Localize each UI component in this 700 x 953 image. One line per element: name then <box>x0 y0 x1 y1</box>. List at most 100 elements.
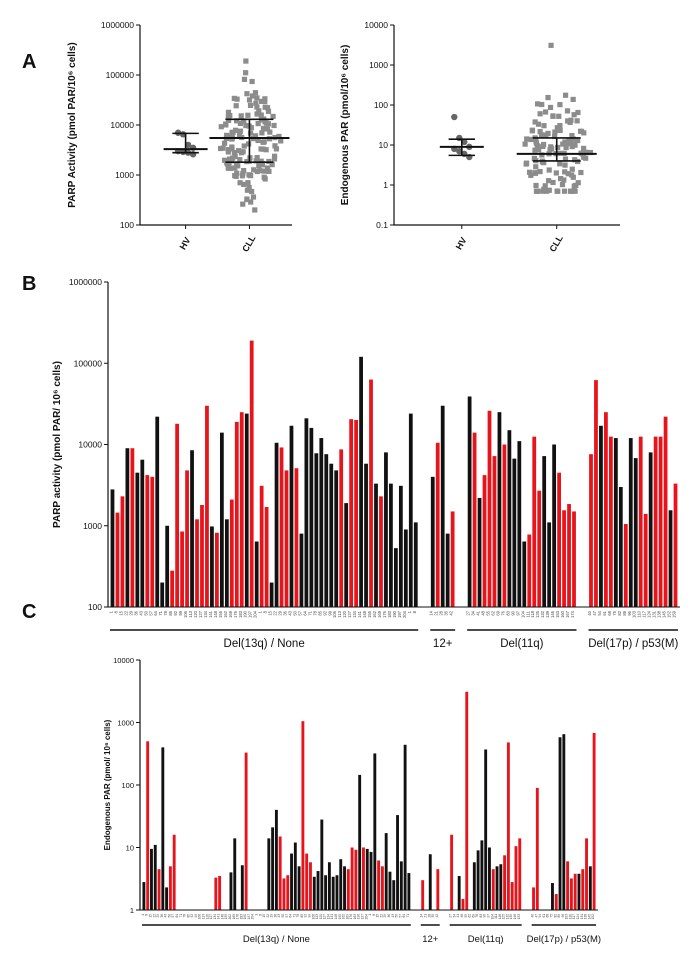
x-tick-label: 89 <box>557 914 561 918</box>
bar <box>150 848 153 910</box>
x-tick-label: 92 <box>173 610 178 615</box>
cll-point <box>534 101 541 107</box>
cll-point <box>225 109 232 115</box>
cll-point <box>262 126 268 132</box>
cll-point <box>569 133 575 139</box>
x-tick-label: 68 <box>546 914 550 918</box>
cll-point <box>531 155 538 161</box>
bar <box>430 476 435 607</box>
x-tick-label: 36 <box>283 610 288 615</box>
x-tick-label: 29 <box>278 610 283 615</box>
bar <box>608 436 613 607</box>
bar <box>264 507 269 607</box>
bar <box>503 855 507 910</box>
cll-point <box>567 140 574 146</box>
x-tick-label: 141 <box>330 914 334 920</box>
x-tick-label: 99 <box>194 914 198 918</box>
x-tick-label: 57 <box>171 914 175 918</box>
bar <box>354 420 359 607</box>
cll-point <box>571 112 577 118</box>
x-tick-label: 111 <box>494 914 498 919</box>
bar <box>566 861 570 910</box>
x-tick-label: 50 <box>292 610 297 615</box>
x-tick-label: 28 <box>427 914 431 918</box>
x-tick-label: 29 <box>128 610 133 615</box>
cll-point <box>542 183 548 189</box>
cll-point <box>569 172 575 178</box>
bar <box>309 427 314 607</box>
bar <box>146 741 150 910</box>
x-tick-label: HV <box>178 236 193 252</box>
cll-point <box>546 178 552 184</box>
bar <box>472 862 476 910</box>
x-tick-label: 106 <box>311 914 315 920</box>
x-tick-label: 8 <box>113 610 118 613</box>
cll-point <box>546 187 552 193</box>
x-tick-label: 82 <box>617 610 622 615</box>
cll-point <box>535 144 541 150</box>
group-label: Del(11q) <box>468 934 504 945</box>
bar <box>506 742 510 910</box>
x-tick-label: 125 <box>502 914 506 920</box>
x-tick-label: 176 <box>382 610 387 618</box>
bar <box>604 412 608 607</box>
bar <box>389 483 393 607</box>
cll-point <box>552 133 558 140</box>
cll-point <box>267 129 273 135</box>
bar <box>535 787 539 910</box>
bar <box>643 513 648 607</box>
x-tick-label: 155 <box>224 914 228 920</box>
cll-point <box>539 101 545 108</box>
x-tick-label: 169 <box>377 610 382 618</box>
cll-point <box>240 201 246 207</box>
x-tick-label: 110 <box>637 610 642 617</box>
x-tick-label: 8 <box>258 914 262 916</box>
cll-point <box>532 136 538 142</box>
cll-point <box>553 170 559 176</box>
x-tick-label: 62 <box>490 610 495 615</box>
bar <box>180 531 184 607</box>
bar <box>284 470 289 607</box>
cll-point <box>243 70 249 76</box>
bar <box>396 815 399 910</box>
bar <box>585 838 588 910</box>
x-tick-label: 82 <box>553 914 557 918</box>
bar <box>573 873 577 910</box>
cll-point <box>229 144 235 150</box>
x-tick-label: 50 <box>143 610 148 615</box>
x-tick-label: 15 <box>118 610 123 615</box>
bar <box>155 416 160 607</box>
cll-point <box>575 109 581 116</box>
bar <box>297 866 301 910</box>
bar <box>218 875 222 910</box>
bar <box>588 866 592 910</box>
cll-point <box>235 163 241 169</box>
x-tick-label: 190 <box>243 610 248 618</box>
bar <box>200 505 204 607</box>
bar <box>379 496 383 607</box>
bar <box>229 499 234 607</box>
cll-point <box>253 100 259 106</box>
bar <box>495 866 499 910</box>
x-tick-label: 90 <box>510 610 515 615</box>
x-tick-label: 78 <box>296 914 300 918</box>
x-tick-label: 8 <box>412 610 417 613</box>
x-tick-label: 190 <box>243 914 247 920</box>
cll-point <box>231 95 237 101</box>
bar <box>319 438 324 607</box>
x-tick-label: 76 <box>475 914 479 918</box>
cll-point <box>276 133 282 140</box>
cll-point <box>254 95 260 101</box>
cll-point <box>250 194 257 200</box>
bar <box>384 833 388 910</box>
x-tick-label: 162 <box>372 610 377 618</box>
cll-point <box>548 42 554 48</box>
cll-point <box>271 156 278 162</box>
x-tick-label: 64 <box>289 914 293 918</box>
bar <box>558 737 562 910</box>
bar <box>445 533 450 607</box>
cll-point <box>262 98 268 105</box>
x-tick-label: 197 <box>247 914 251 920</box>
x-tick-label: 78 <box>163 610 168 615</box>
bar <box>403 529 408 607</box>
